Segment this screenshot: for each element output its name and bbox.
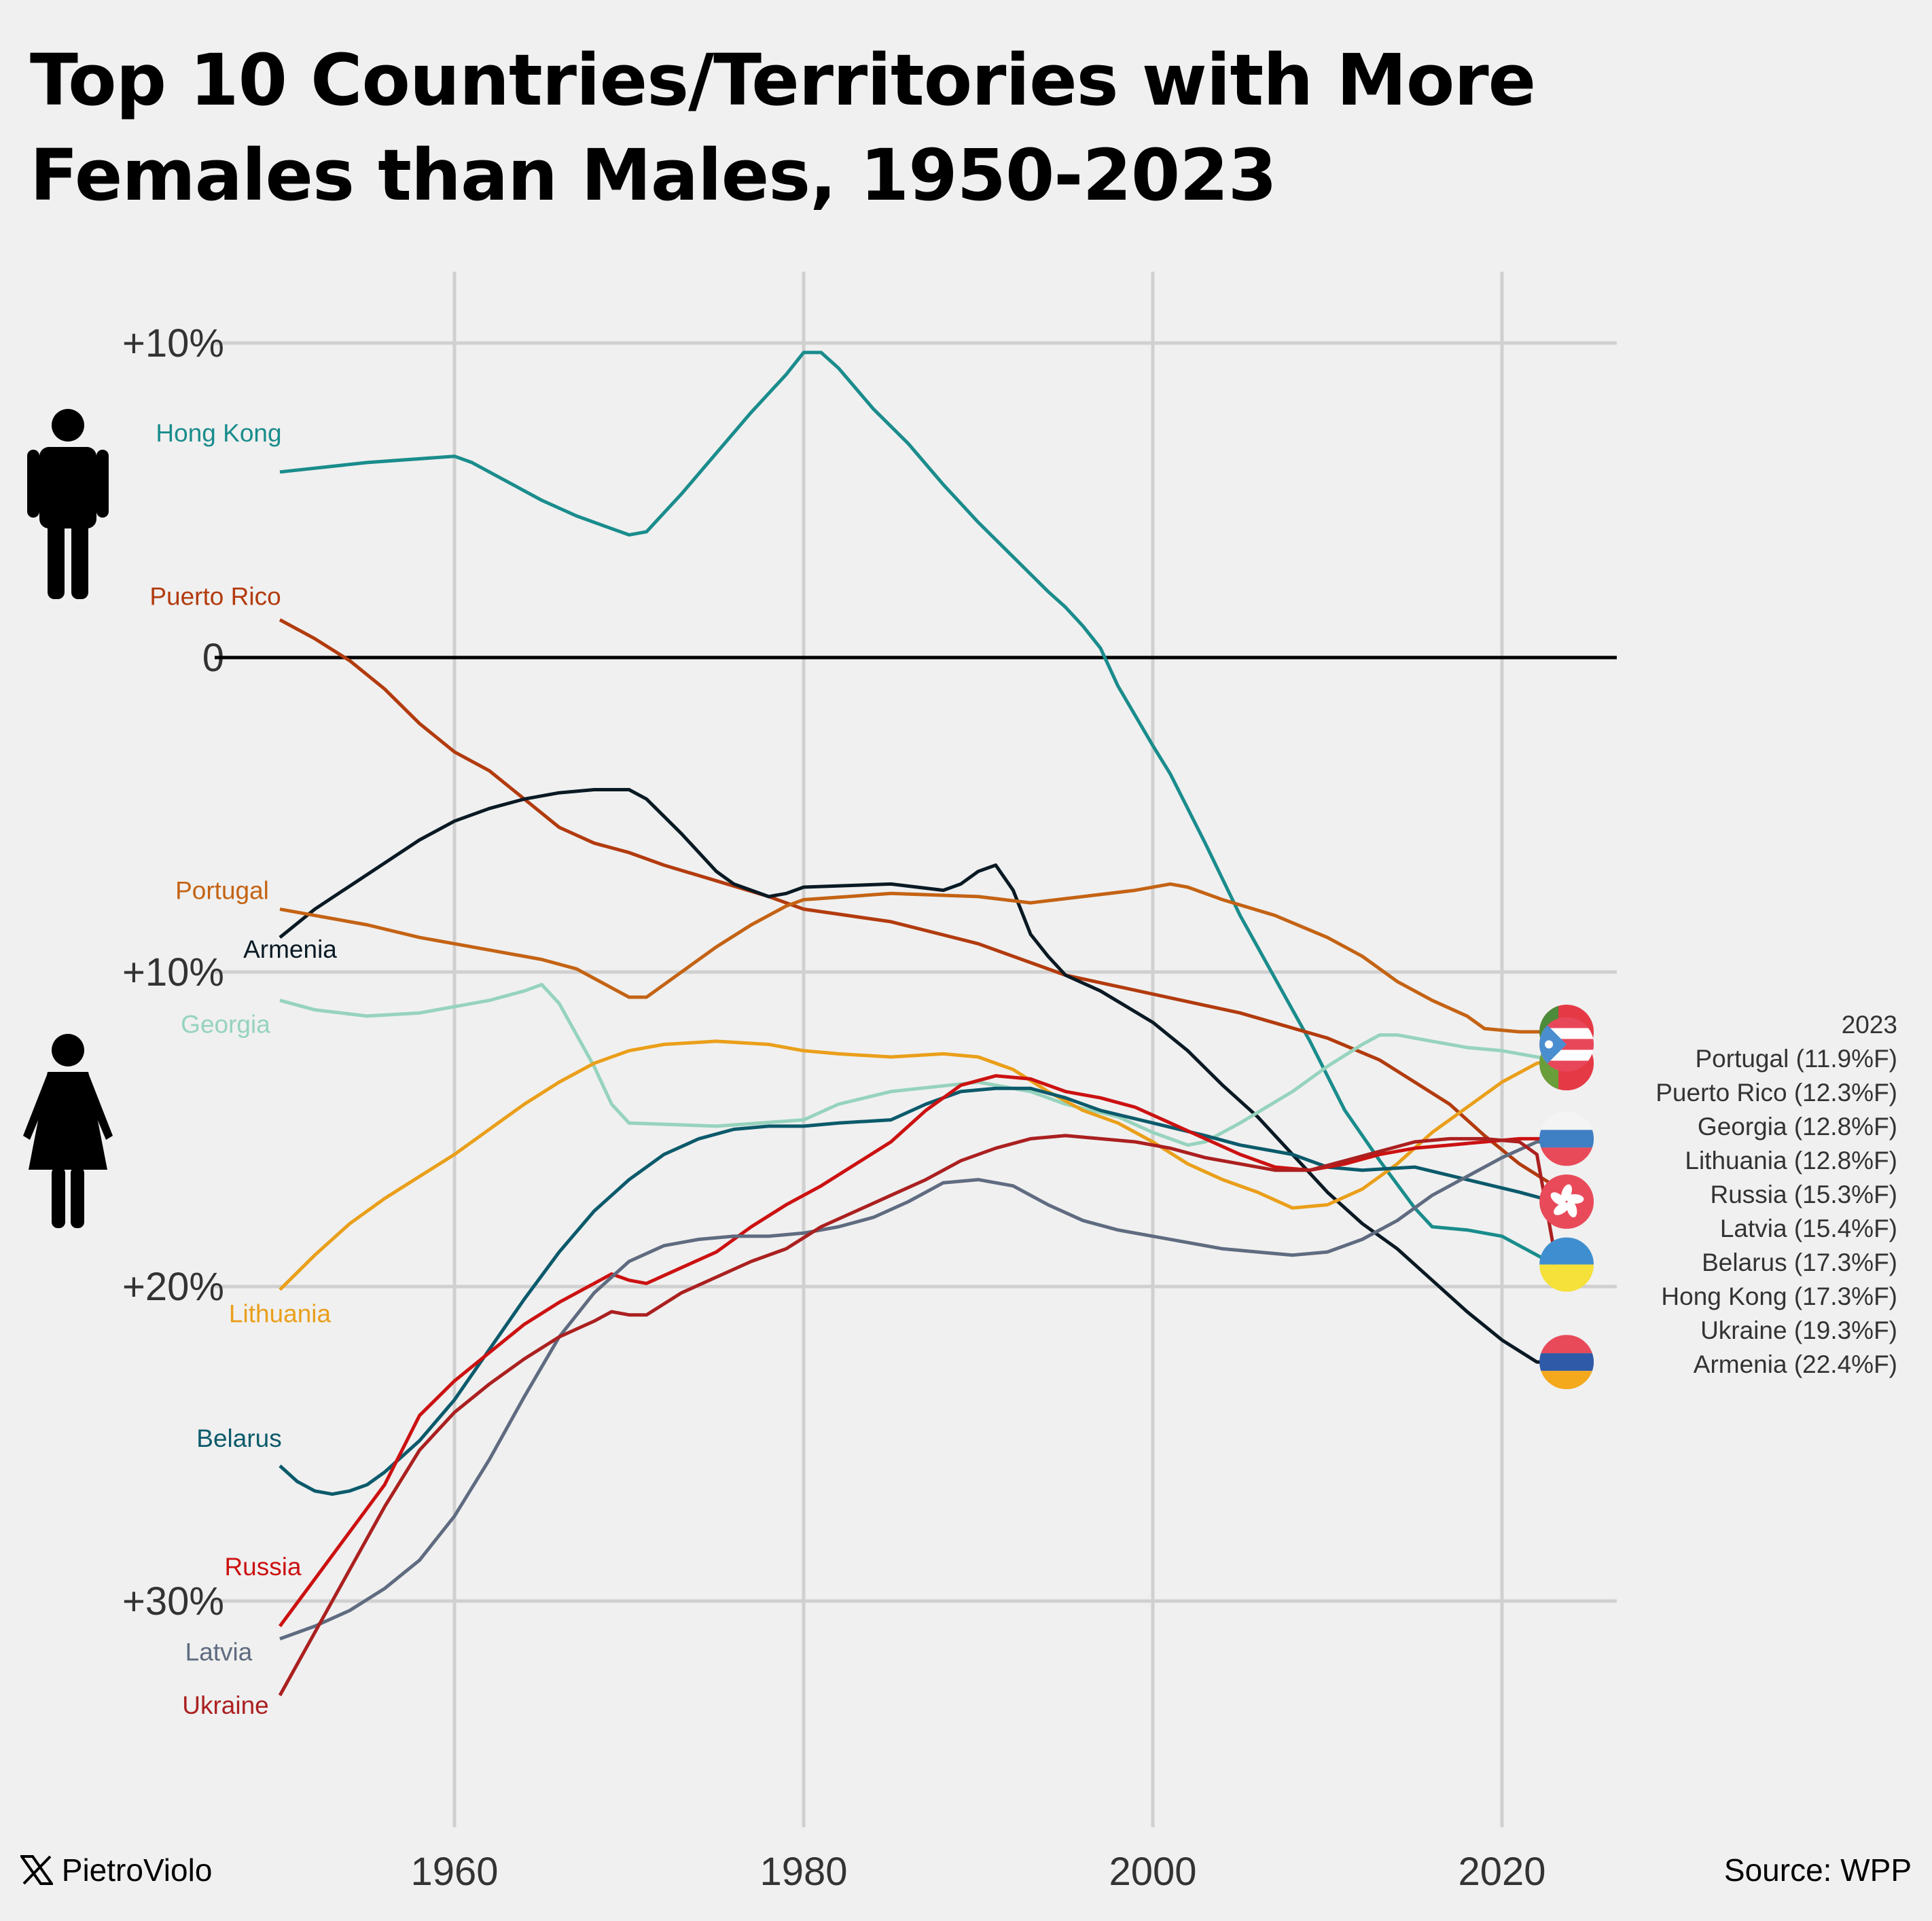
series-line-ukraine [278,1134,1556,1697]
x-tick-label: 2020 [1458,1850,1545,1894]
x-tick-label: 1960 [410,1850,498,1894]
series-line-puerto-rico [279,618,1556,1187]
x-tick-label: 1980 [759,1850,847,1894]
series-label-portugal: Portugal [175,876,269,904]
series-line-georgia [279,983,1555,1147]
y-tick-label: +20% [122,1265,224,1309]
author-credit: PietroViolo [19,1852,213,1888]
series-label-latvia: Latvia [185,1638,253,1666]
series-label-russia: Russia [224,1553,302,1581]
legend-entry: Lithuania (12.8%F) [1685,1147,1897,1174]
series-line-hong-kong [279,351,1556,1266]
legend-entry: Belarus (17.3%F) [1702,1249,1897,1276]
series-label-puerto-rico: Puerto Rico [149,582,281,610]
legend-2023: 2023 Portugal (11.9%F) Puerto Rico (12.3%F… [1656,1011,1897,1378]
y-tick-label: +10% [122,321,224,365]
series-labels: Hong Kong Puerto Rico Armenia Portugal Georg… [149,419,337,1719]
legend-title: 2023 [1842,1011,1897,1039]
grid-lines [215,272,1617,1827]
flag-markers [1539,1004,1594,1390]
y-tick-label: +30% [122,1579,224,1623]
x-axis-ticks: 1960 1980 2000 2020 [410,1850,1545,1894]
hong-kong-flag-icon [1539,1174,1594,1229]
series-label-georgia: Georgia [181,1011,270,1039]
legend-entry: Georgia (12.8%F) [1698,1113,1897,1141]
series-line-belarus [279,1086,1555,1496]
series-label-lithuania: Lithuania [229,1300,332,1328]
legend-entry: Latvia (15.4%F) [1720,1215,1897,1242]
armenia-flag-icon [1539,1335,1594,1390]
series-line-armenia [279,788,1555,1364]
author-name: PietroViolo [61,1852,213,1888]
ukraine-flag-icon [1539,1237,1594,1292]
legend-entry: Hong Kong (17.3%F) [1661,1282,1897,1310]
male-icon [27,409,109,599]
legend-entry: Armenia (22.4%F) [1694,1350,1897,1378]
legend-entry: Puerto Rico (12.3%F) [1656,1079,1897,1107]
legend-entry: Russia (15.3%F) [1710,1181,1897,1208]
gender-icons [23,409,113,1228]
series-line-russia [278,1074,1555,1628]
x-tick-label: 2000 [1109,1850,1196,1894]
source-note: Source: WPP [1723,1852,1912,1888]
series-line-latvia [279,1140,1555,1640]
legend-entry: Ukraine (19.3%F) [1700,1316,1897,1344]
series-label-belarus: Belarus [196,1424,281,1452]
series-lines [278,351,1556,1697]
series-label-ukraine: Ukraine [182,1691,269,1719]
y-tick-label: +10% [122,950,224,994]
series-label-hong-kong: Hong Kong [156,419,281,447]
y-axis-ticks: +10%0+10%+20%+30% [122,321,224,1623]
female-icon [23,1034,113,1228]
series-line-portugal [279,882,1555,1034]
russia-flag-icon [1539,1111,1594,1166]
chart-title: Top 10 Countries/Territories with More F… [30,39,1536,217]
series-line-lithuania [279,1039,1555,1291]
x-logo-icon [19,1855,54,1885]
puerto-rico-flag-icon [1539,1017,1594,1072]
series-label-armenia: Armenia [243,935,337,963]
legend-entry: Portugal (11.9%F) [1696,1045,1898,1073]
